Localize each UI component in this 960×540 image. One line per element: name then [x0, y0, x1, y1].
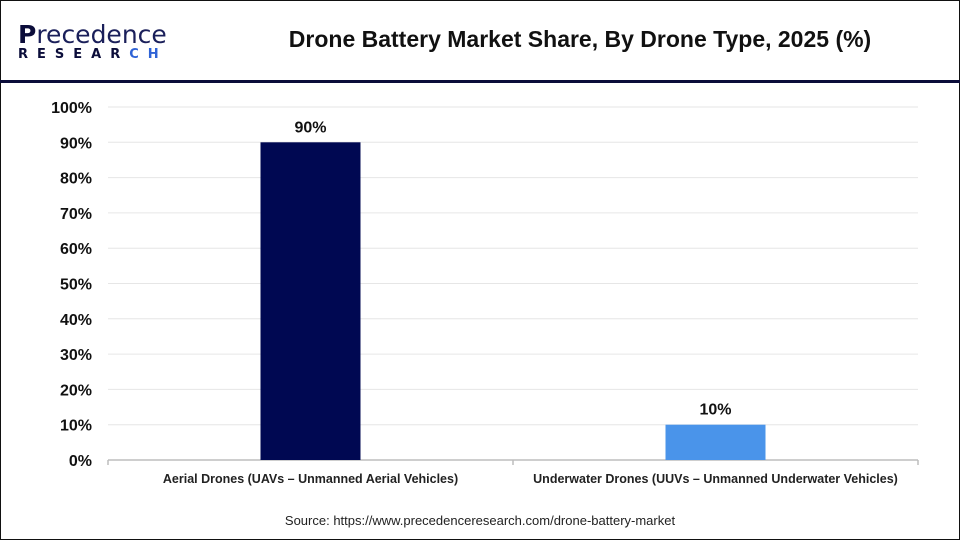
y-tick-label: 70% — [60, 206, 92, 223]
y-tick-label: 0% — [69, 453, 92, 470]
data-label: 90% — [294, 119, 326, 136]
bar — [260, 142, 361, 461]
precedence-research-logo: Precedence RESEARCH — [18, 20, 168, 62]
y-tick-label: 50% — [60, 277, 92, 294]
y-tick-label: 20% — [60, 382, 92, 399]
bar — [665, 424, 766, 460]
y-tick-label: 30% — [60, 347, 92, 364]
chart-title: Drone Battery Market Share, By Drone Typ… — [288, 26, 872, 52]
x-category-label: Underwater Drones (UUVs – Unmanned Under… — [533, 472, 898, 486]
y-tick-label: 40% — [60, 312, 92, 329]
source-text: Source: https://www.precedenceresearch.c… — [284, 513, 676, 528]
x-category-label: Aerial Drones (UAVs – Unmanned Aerial Ve… — [163, 472, 458, 486]
y-tick-label: 60% — [60, 241, 92, 258]
y-tick-label: 100% — [51, 100, 92, 117]
data-label: 10% — [699, 402, 731, 419]
y-tick-label: 90% — [60, 135, 92, 152]
y-tick-label: 10% — [60, 418, 92, 435]
y-tick-label: 80% — [60, 171, 92, 188]
header: Precedence RESEARCH Drone Battery Market… — [0, 0, 960, 83]
